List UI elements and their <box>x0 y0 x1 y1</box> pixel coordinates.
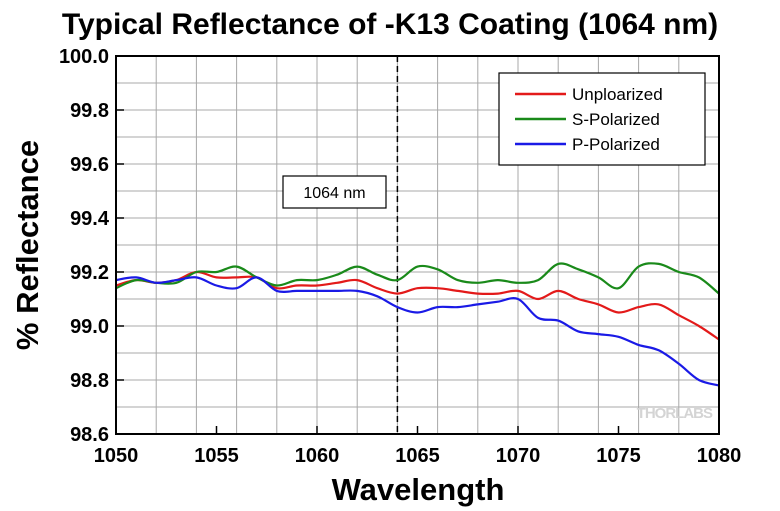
y-axis-label: % Reflectance <box>10 140 45 350</box>
y-tick-label: 99.6 <box>70 154 109 176</box>
y-tick-label: 98.6 <box>70 424 109 446</box>
x-tick-labels: 1050 1055 1060 1065 1070 1075 1080 <box>94 445 742 467</box>
y-tick-label: 99.2 <box>70 262 109 284</box>
x-tick-label: 1060 <box>295 445 340 467</box>
y-tick-labels: 98.6 98.8 99.0 99.2 99.4 99.6 99.8 100.0 <box>59 46 110 446</box>
series-line-unploarized <box>115 270 720 341</box>
x-tick-label: 1050 <box>94 445 139 467</box>
x-tick-label: 1055 <box>194 445 239 467</box>
annotation-label: 1064 nm <box>303 185 365 202</box>
legend-label-p-polarized: P-Polarized <box>572 135 660 154</box>
axis-ticks <box>115 55 720 435</box>
y-tick-label: 99.8 <box>70 100 109 122</box>
series-line-s-polarized <box>115 262 720 295</box>
x-tick-label: 1065 <box>395 445 440 467</box>
annotation-box <box>282 175 387 209</box>
y-tick-label: 98.8 <box>70 370 109 392</box>
x-tick-label: 1070 <box>496 445 541 467</box>
thorlabs-watermark: THORLABS <box>637 405 713 422</box>
y-tick-label: 100.0 <box>59 46 109 68</box>
annotation-1064nm: 1064 nm <box>282 175 387 209</box>
x-axis-label: Wavelength <box>332 472 505 507</box>
x-tick-label: 1075 <box>596 445 641 467</box>
chart-title: Typical Reflectance of -K13 Coating (106… <box>62 8 718 41</box>
series-line-p-polarized <box>115 276 720 387</box>
y-tick-label: 99.4 <box>70 208 110 230</box>
y-tick-label: 99.0 <box>70 316 109 338</box>
legend-label-unploarized: Unploarized <box>572 85 663 104</box>
x-tick-label: 1080 <box>697 445 742 467</box>
series-group <box>115 262 720 387</box>
legend-label-s-polarized: S-Polarized <box>572 110 660 129</box>
legend: Unploarized S-Polarized P-Polarized <box>498 72 706 166</box>
